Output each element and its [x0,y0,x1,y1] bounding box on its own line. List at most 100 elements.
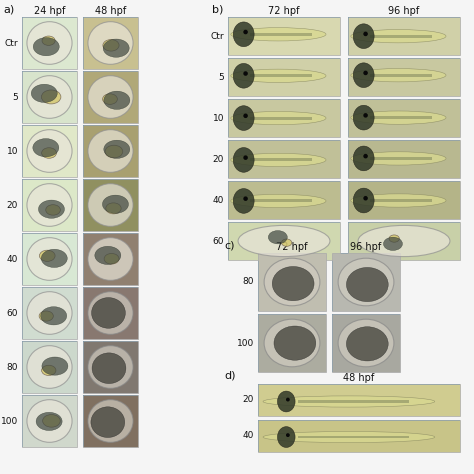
Ellipse shape [104,91,130,109]
Ellipse shape [88,184,133,226]
Ellipse shape [233,22,254,46]
Ellipse shape [105,145,123,158]
Ellipse shape [36,412,62,430]
Text: 96 hpf: 96 hpf [350,242,382,252]
Ellipse shape [274,326,316,360]
Bar [228,58,340,96]
Text: 60: 60 [212,237,224,246]
Ellipse shape [231,111,326,125]
Text: 20: 20 [243,395,254,404]
Ellipse shape [231,69,326,82]
Text: 48 hpf: 48 hpf [95,6,126,16]
Ellipse shape [88,237,133,280]
Text: 96 hpf: 96 hpf [388,6,419,16]
Text: 40: 40 [7,255,18,264]
Ellipse shape [231,27,326,41]
Bar [228,17,340,55]
Bar [228,181,340,219]
Bar [258,253,326,311]
Ellipse shape [27,292,72,334]
Ellipse shape [346,327,388,361]
Bar [22,233,77,285]
Bar [332,253,400,311]
Bar [22,287,77,339]
Ellipse shape [33,138,59,157]
Ellipse shape [363,71,368,75]
Bar [22,17,77,69]
Bar [83,71,138,123]
Bar [228,58,340,96]
Ellipse shape [383,237,402,250]
Ellipse shape [27,22,72,64]
Bar [250,117,312,119]
Ellipse shape [88,346,133,388]
Text: 40: 40 [213,195,224,204]
Text: 40: 40 [243,431,254,440]
Bar [348,140,460,178]
Ellipse shape [233,147,254,172]
Ellipse shape [27,130,72,173]
Text: 100: 100 [237,338,254,347]
Bar [83,71,138,123]
Bar [228,140,340,178]
Bar [83,17,138,69]
Ellipse shape [104,140,130,158]
Ellipse shape [231,194,326,208]
Bar [228,181,340,219]
Text: 80: 80 [243,277,254,286]
Bar [83,341,138,393]
Bar [228,222,340,260]
Ellipse shape [39,311,54,321]
Ellipse shape [38,200,64,219]
Bar [370,199,432,202]
Bar [83,287,138,339]
Bar [83,233,138,285]
Ellipse shape [353,105,374,130]
Ellipse shape [389,235,399,242]
Bar [22,287,77,339]
Ellipse shape [338,258,394,306]
Bar [348,99,460,137]
Ellipse shape [346,267,388,301]
Ellipse shape [263,431,435,443]
Ellipse shape [88,76,133,118]
Ellipse shape [42,148,56,158]
Ellipse shape [353,188,374,213]
Ellipse shape [363,154,368,158]
Bar [83,179,138,231]
Ellipse shape [102,195,128,213]
Bar [299,436,410,438]
Text: 80: 80 [7,363,18,372]
Bar [22,395,77,447]
Ellipse shape [351,152,446,165]
Bar [258,420,460,452]
Text: b): b) [212,4,223,14]
Ellipse shape [27,76,72,118]
Ellipse shape [91,298,126,328]
Ellipse shape [272,266,314,301]
Ellipse shape [243,113,248,118]
Text: c): c) [224,240,235,250]
Bar [250,33,312,36]
Ellipse shape [243,155,248,160]
Text: 72 hpf: 72 hpf [276,242,308,252]
Text: 10: 10 [7,146,18,155]
Bar [348,140,460,178]
Ellipse shape [41,249,67,267]
Text: 20: 20 [7,201,18,210]
Bar [22,125,77,177]
Ellipse shape [353,24,374,48]
Bar [83,125,138,177]
Ellipse shape [104,254,119,264]
Bar [22,71,77,123]
Ellipse shape [363,113,368,118]
Bar [370,116,432,119]
Ellipse shape [238,226,330,256]
Text: 5: 5 [12,92,18,101]
Ellipse shape [353,146,374,171]
Ellipse shape [243,30,248,34]
Text: 5: 5 [218,73,224,82]
Bar [258,314,326,372]
Ellipse shape [263,396,435,407]
Bar [83,17,138,69]
